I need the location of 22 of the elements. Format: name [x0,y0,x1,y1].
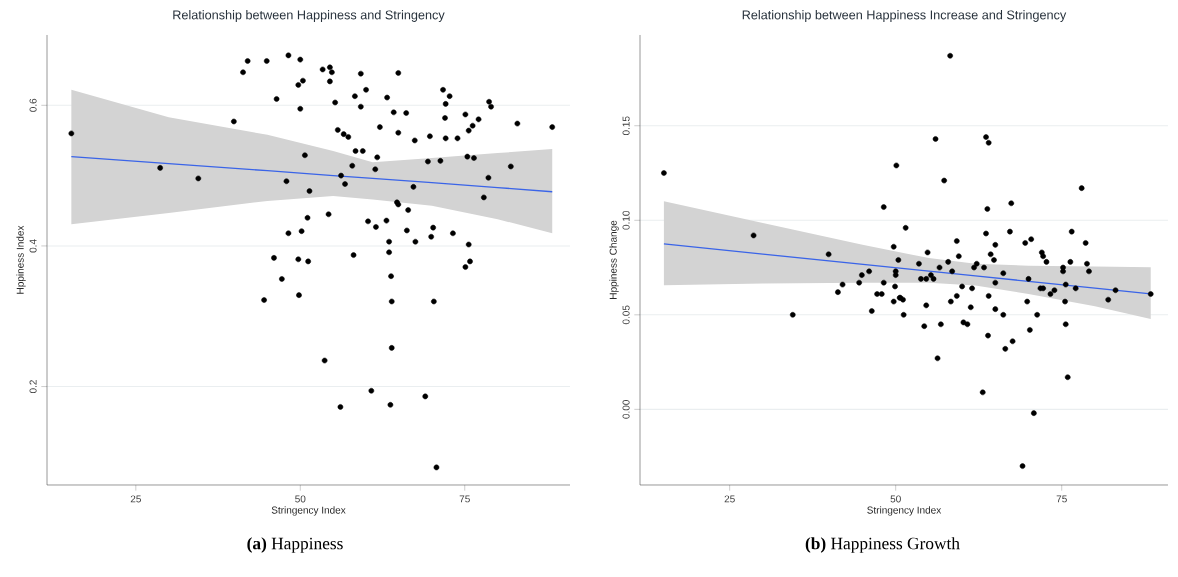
x-tick-label: 75 [459,495,470,503]
y-tick-label: 0.6 [29,98,37,112]
y-axis-title: Hppiness Index [16,225,26,294]
x-tick-label: 50 [890,495,901,503]
y-tick-label: 0.00 [622,400,630,419]
x-tick-label: 25 [130,495,141,503]
text: (b) Happiness Growth [805,537,960,553]
line-series [70,155,553,193]
chart-title: Relationship between Happiness Increase and Stringency [742,10,1067,22]
x-axis-title: Stringency Index [867,506,942,516]
y-tick-label: 0.10 [622,210,630,230]
text: (a) Happiness [247,537,343,553]
y-axis-title: Hppiness Change [609,220,619,299]
y-tick-label: 0.2 [29,380,37,394]
y-tick-label: 0.05 [622,305,630,325]
x-axis-title: Stringency Index [271,506,346,516]
x-tick-label: 25 [724,495,735,503]
x-tick-label: 50 [295,495,306,503]
chart-title: Relationship between Happiness and Stringency [173,10,445,22]
y-tick-label: 0.15 [622,116,630,136]
x-tick-label: 75 [1056,495,1067,503]
y-tick-label: 0.4 [29,239,37,253]
